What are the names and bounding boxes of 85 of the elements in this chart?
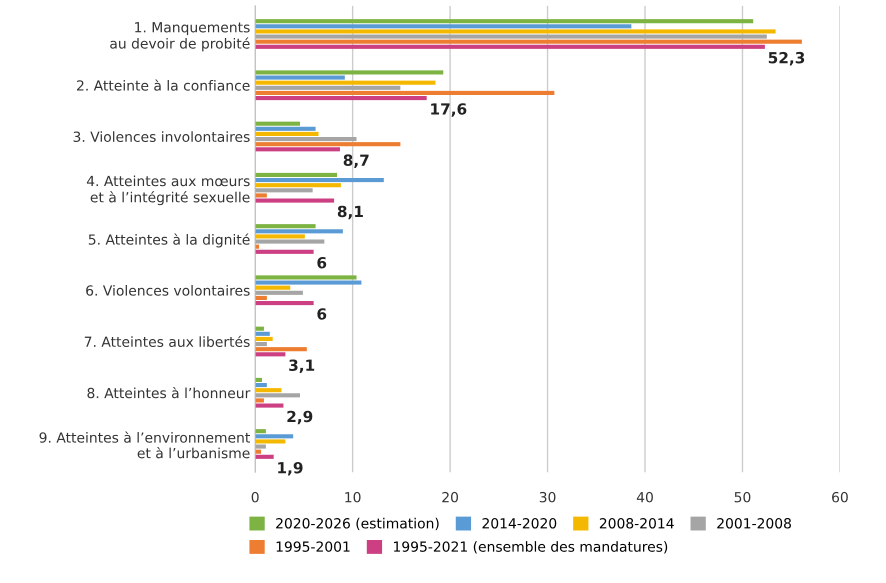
bar — [255, 178, 384, 182]
bar — [255, 234, 305, 239]
y-tick-label: 1. Manquements au devoir de probité — [110, 22, 250, 52]
x-tick-label: 20 — [442, 492, 458, 502]
bar — [255, 198, 334, 203]
data-label: 52,3 — [768, 52, 804, 66]
bar — [255, 142, 400, 146]
data-label: 8,7 — [344, 154, 369, 168]
bar — [255, 172, 338, 178]
bar — [255, 90, 554, 96]
data-label: 6 — [317, 308, 326, 320]
bar — [255, 286, 290, 290]
bar — [255, 44, 765, 49]
bar — [255, 40, 802, 44]
bar — [255, 188, 313, 192]
bar — [255, 404, 284, 408]
bar — [255, 29, 776, 34]
legend-label: 2014-2020 — [482, 518, 556, 529]
bar — [255, 388, 282, 392]
y-tick-label: 9. Atteintes à l’environnement et à l’urbanisme — [40, 431, 250, 458]
bar — [255, 383, 267, 388]
bar — [255, 34, 767, 39]
bar — [255, 193, 267, 198]
bar — [255, 250, 314, 254]
x-tick-label: 50 — [734, 492, 750, 502]
bar — [255, 122, 300, 126]
bar — [255, 454, 274, 459]
bar — [255, 434, 294, 438]
bar — [255, 240, 324, 244]
x-tick-label: 0 — [252, 492, 259, 502]
legend-label: 1995-2021 (ensemble des mandatures) — [394, 541, 668, 554]
legend-label: 2008-2014 — [600, 518, 674, 529]
bar — [255, 183, 341, 188]
bar — [255, 137, 357, 142]
bar — [255, 301, 314, 306]
legend-label: 1995-2001 — [276, 541, 350, 552]
bar — [255, 80, 436, 85]
bar — [255, 352, 286, 356]
bar — [255, 76, 345, 80]
data-label: 3,1 — [289, 359, 314, 373]
y-tick-label: 6. Violences volontaires — [86, 285, 250, 296]
legend-label: 2001-2008 — [717, 518, 791, 529]
bar — [255, 336, 273, 342]
bar — [255, 70, 444, 75]
bar — [255, 398, 264, 403]
bar — [255, 450, 262, 454]
y-tick-label: 7. Atteintes aux libertés — [84, 336, 250, 348]
bar — [255, 244, 260, 249]
bar — [255, 296, 267, 300]
bar — [255, 393, 300, 398]
legend-label: 2020-2026 (estimation) — [276, 518, 439, 530]
x-tick-label: 30 — [540, 492, 556, 502]
bar — [255, 326, 264, 331]
bar — [255, 224, 316, 228]
bar — [255, 275, 357, 280]
data-label: 8,1 — [338, 206, 363, 220]
bar — [255, 96, 427, 100]
y-tick-label: 2. Atteinte à la confiance — [77, 79, 250, 91]
bar — [255, 342, 267, 346]
bar — [255, 132, 319, 136]
y-tick-label: 4. Atteintes aux mœurs et à l’intégrité sexuelle — [86, 176, 250, 206]
bar — [255, 229, 343, 234]
bar — [255, 280, 362, 285]
bar — [255, 86, 400, 90]
y-tick-label: 3. Violences involontaires — [74, 131, 250, 142]
bar — [255, 347, 307, 352]
y-tick-label: 8. Atteintes à l’honneur — [87, 386, 250, 398]
bar — [255, 290, 303, 295]
bar — [255, 429, 266, 434]
bar — [255, 439, 286, 444]
x-tick-label: 10 — [345, 492, 361, 502]
y-tick-label: 5. Atteintes à la dignité — [88, 233, 250, 248]
bar — [255, 444, 266, 449]
x-tick-label: 60 — [832, 492, 848, 502]
bar — [255, 378, 262, 382]
bar — [255, 126, 316, 131]
bar — [255, 24, 632, 28]
data-label: 1,9 — [278, 462, 303, 476]
x-tick-label: 40 — [636, 492, 653, 502]
data-label: 6 — [317, 256, 326, 268]
data-label: 2,9 — [287, 410, 312, 424]
bar — [255, 19, 754, 24]
bar — [255, 332, 270, 336]
bar — [255, 147, 340, 152]
data-label: 17,6 — [431, 103, 466, 117]
